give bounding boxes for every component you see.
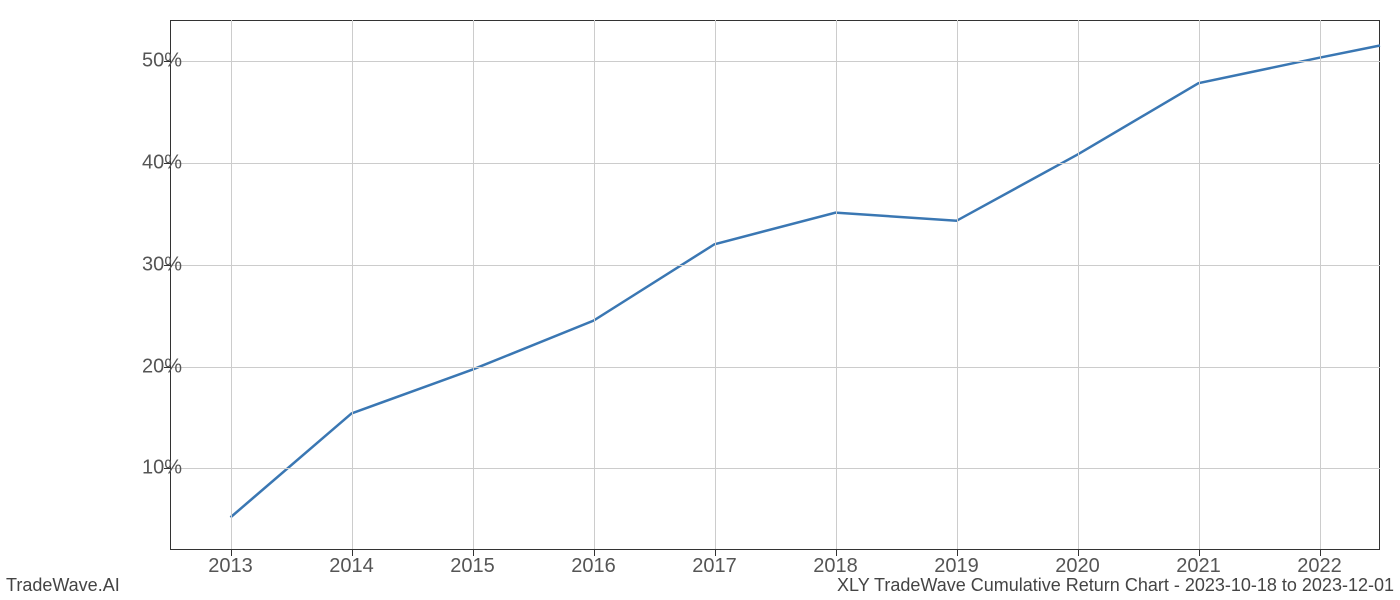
grid-line-vertical xyxy=(352,20,353,550)
chart-plot-area xyxy=(170,20,1380,550)
grid-line-horizontal xyxy=(170,61,1380,62)
grid-line-vertical xyxy=(231,20,232,550)
footer-caption-right: XLY TradeWave Cumulative Return Chart - … xyxy=(837,575,1394,596)
x-tick-label: 2015 xyxy=(450,555,495,578)
grid-line-vertical xyxy=(836,20,837,550)
x-tick-label: 2019 xyxy=(934,555,979,578)
x-tick-label: 2014 xyxy=(329,555,374,578)
x-tick-label: 2013 xyxy=(208,555,253,578)
y-tick-label: 50% xyxy=(122,49,182,72)
y-tick-label: 10% xyxy=(122,457,182,480)
x-tick-label: 2021 xyxy=(1176,555,1221,578)
x-tick-label: 2022 xyxy=(1297,555,1342,578)
grid-line-vertical xyxy=(715,20,716,550)
x-tick-label: 2020 xyxy=(1055,555,1100,578)
grid-line-horizontal xyxy=(170,265,1380,266)
x-tick-label: 2018 xyxy=(813,555,858,578)
grid-line-vertical xyxy=(594,20,595,550)
grid-line-horizontal xyxy=(170,468,1380,469)
grid-line-vertical xyxy=(1078,20,1079,550)
x-tick-label: 2016 xyxy=(571,555,616,578)
y-tick-label: 20% xyxy=(122,355,182,378)
x-tick-label: 2017 xyxy=(692,555,737,578)
bottom-spine xyxy=(170,549,1380,550)
grid-line-horizontal xyxy=(170,163,1380,164)
grid-line-vertical xyxy=(1320,20,1321,550)
grid-line-vertical xyxy=(957,20,958,550)
footer-watermark-left: TradeWave.AI xyxy=(6,575,120,596)
y-tick-label: 30% xyxy=(122,253,182,276)
grid-line-horizontal xyxy=(170,367,1380,368)
grid-line-vertical xyxy=(473,20,474,550)
y-tick-label: 40% xyxy=(122,151,182,174)
grid-line-vertical xyxy=(1199,20,1200,550)
